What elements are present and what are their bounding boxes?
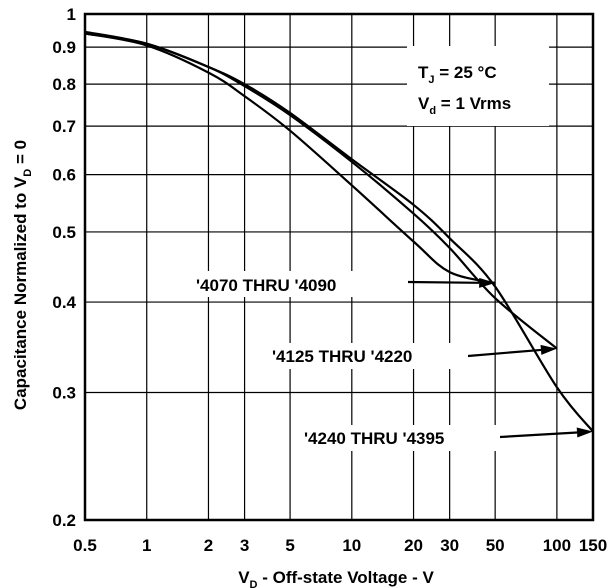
y-tick-label: 0.6 (52, 166, 76, 185)
y-tick-label: 0.5 (52, 223, 76, 242)
condition-vd: Vd = 1 Vrms (418, 94, 511, 117)
label-bg-4240 (300, 425, 500, 451)
x-tick-label: 20 (404, 536, 423, 555)
y-axis-title: Capacitance Normalized to VD = 0 (11, 140, 34, 410)
x-tick-label: 1 (142, 536, 151, 555)
arrow-4125 (467, 344, 557, 358)
y-tick-label: 0.9 (52, 38, 76, 57)
series-arrows (407, 277, 593, 439)
arrow-4070 (407, 277, 496, 288)
y-tick-label: 0.3 (52, 384, 76, 403)
series-label-4070: '4070 THRU '4090 (196, 276, 336, 295)
plot-frame (83, 12, 595, 522)
x-tick-label: 10 (342, 536, 361, 555)
series-curve-4070 (84, 32, 496, 285)
series-label-4240: '4240 THRU '4395 (304, 429, 444, 448)
x-tick-label: 2 (204, 536, 213, 555)
x-tick-label: 3 (240, 536, 249, 555)
x-tick-label: 50 (486, 536, 505, 555)
x-tick-label: 5 (285, 536, 294, 555)
y-tick-label: 1 (67, 5, 76, 24)
conditions-box (407, 46, 549, 126)
condition-tj: TJ = 25 °C (418, 63, 497, 86)
label-bg-4125 (268, 343, 468, 369)
y-tick-label: 0.4 (52, 293, 76, 312)
label-bg-4070 (190, 271, 408, 297)
x-axis-title: VD - Off-state Voltage - V (238, 568, 434, 588)
tick-labels: 0.5 1 2 3 5 10 20 30 50 100 150 0.2 0.3 0.4 0.5 0.6 0.7 0… (52, 5, 607, 555)
x-tick-label: 30 (440, 536, 459, 555)
y-tick-label: 0.8 (52, 75, 76, 94)
x-tick-label: 150 (579, 536, 607, 555)
arrow-4240 (499, 427, 593, 439)
x-tick-label: 0.5 (73, 536, 97, 555)
x-tick-label: 100 (543, 536, 571, 555)
series-label-4125: '4125 THRU '4220 (272, 347, 412, 366)
series-curves (84, 30, 594, 433)
series-curve-4240 (84, 30, 594, 433)
y-tick-label: 0.2 (52, 511, 76, 530)
y-tick-label: 0.7 (52, 117, 76, 136)
